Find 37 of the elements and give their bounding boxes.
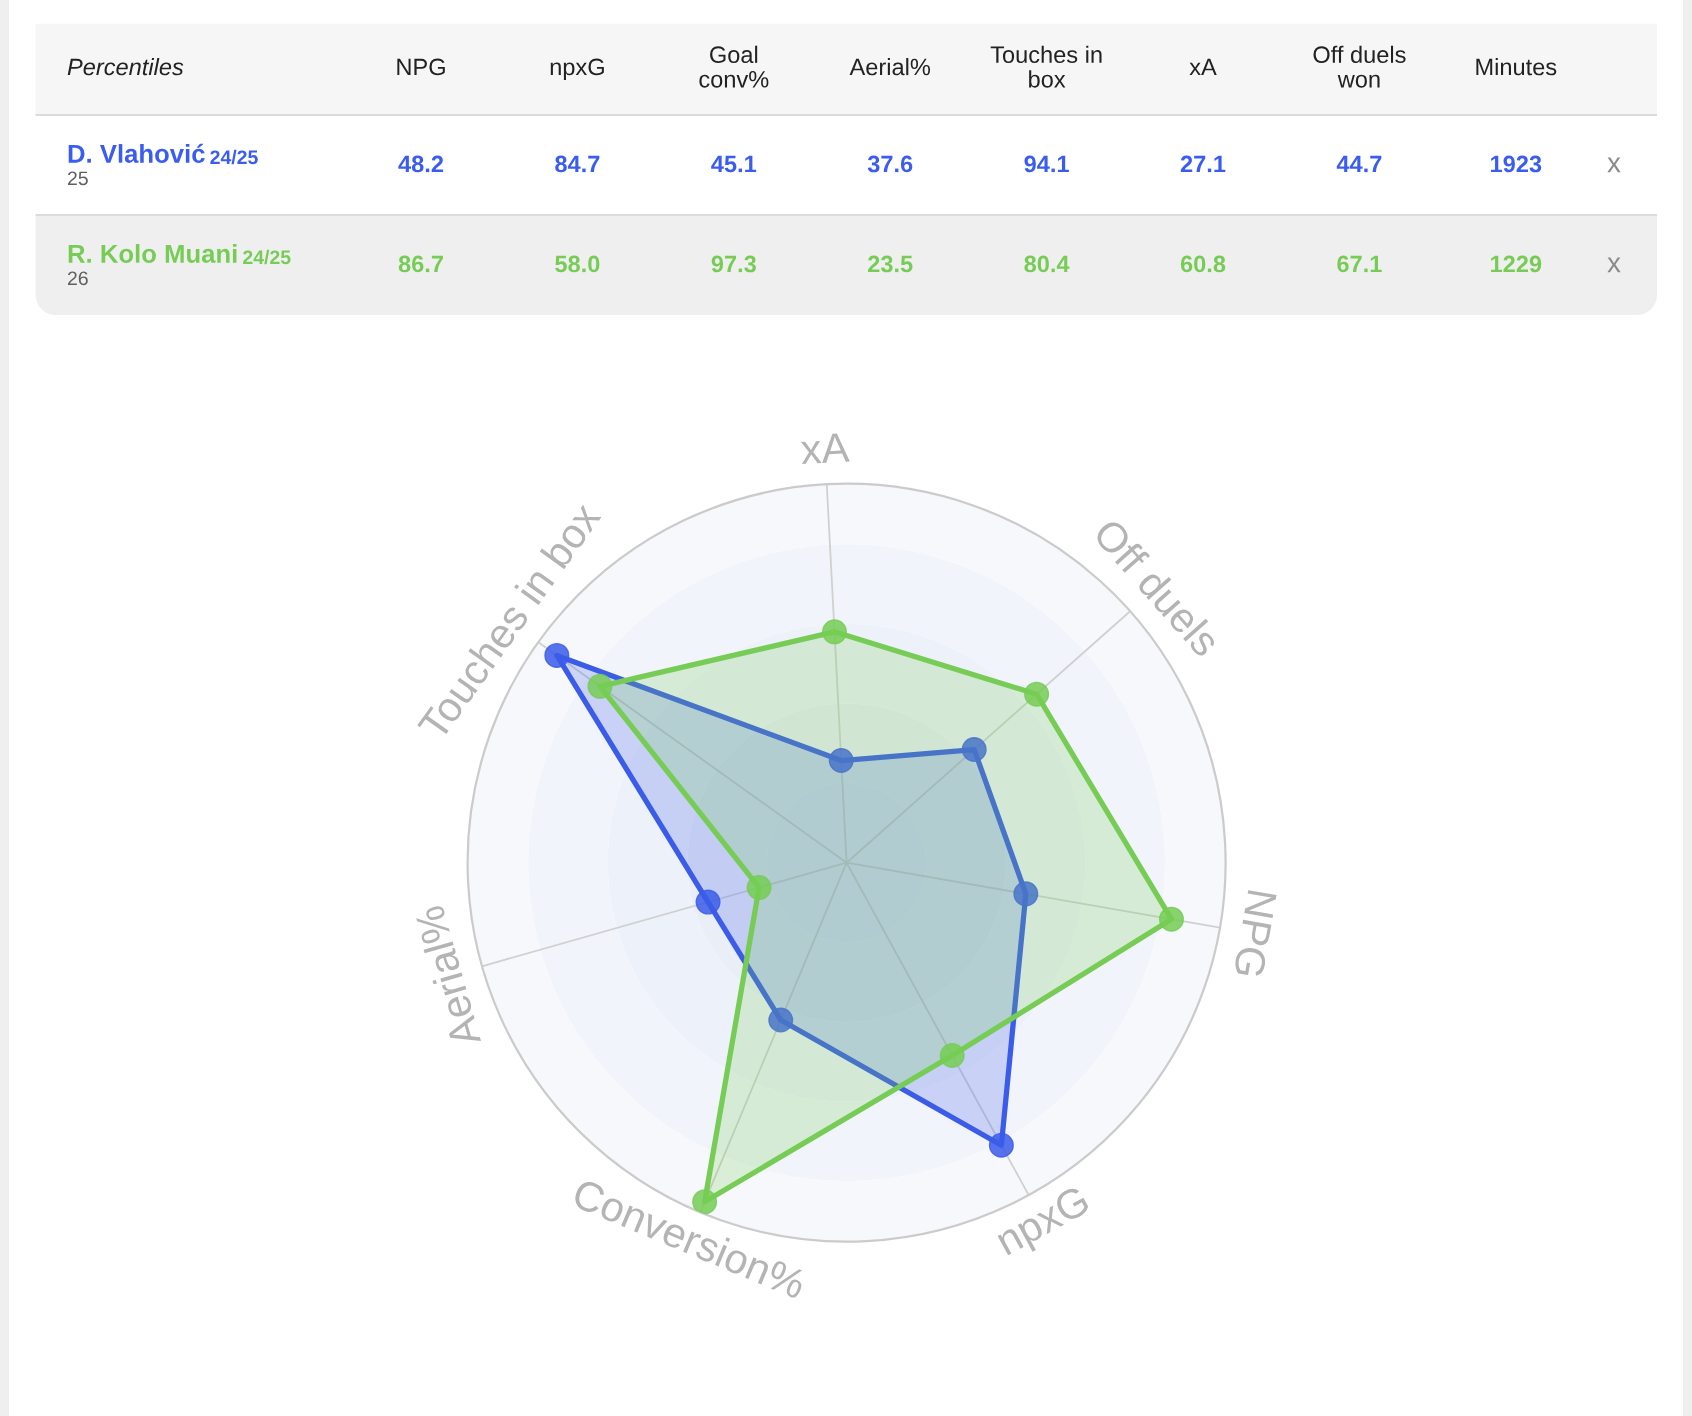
data-label: 60.8 xyxy=(1180,255,1226,273)
text: x xyxy=(1607,257,1621,273)
legend-label: R. Kolo Muani xyxy=(68,244,237,263)
category-label: Off duels won xyxy=(1313,45,1406,88)
category-label: npxG xyxy=(550,58,604,80)
category-label: Touches in box xyxy=(990,45,1102,88)
data-label: 37.6 xyxy=(867,155,913,173)
text: 26 xyxy=(67,271,88,286)
category-label: Goal conv% xyxy=(699,45,769,88)
category-label: xA xyxy=(1189,58,1217,76)
text: 25 xyxy=(67,171,88,186)
spoke-label: NPG xyxy=(1233,890,1277,978)
text: 24/25 xyxy=(243,249,291,265)
text: x xyxy=(1607,157,1621,173)
data-label: 86.7 xyxy=(398,255,443,273)
text: Percentiles xyxy=(67,58,184,76)
data-label: 27.1 xyxy=(1180,155,1226,173)
legend-label: D. Vlahović xyxy=(68,143,205,163)
data-label: 44.7 xyxy=(1336,155,1382,173)
data-label: 1923 xyxy=(1491,155,1542,173)
text: 24/25 xyxy=(210,149,258,165)
data-label: 48.2 xyxy=(398,155,444,173)
spoke-label: Aerial% xyxy=(413,904,482,1050)
data-label: 84.7 xyxy=(555,155,600,173)
category-label: Aerial% xyxy=(849,58,931,76)
category-label: NPG xyxy=(397,58,445,76)
data-label: 67.1 xyxy=(1337,255,1382,273)
spoke-label: xA xyxy=(800,432,850,465)
data-label: 80.4 xyxy=(1024,255,1070,273)
data-label: 1229 xyxy=(1491,255,1542,273)
data-label: 94.1 xyxy=(1024,155,1069,173)
data-label: 23.5 xyxy=(868,255,913,273)
spoke-label: npxG xyxy=(994,1184,1095,1263)
category-label: Minutes xyxy=(1476,58,1557,76)
data-label: 45.1 xyxy=(711,155,757,173)
data-label: 58.0 xyxy=(555,255,600,273)
data-label: 97.3 xyxy=(711,255,756,273)
